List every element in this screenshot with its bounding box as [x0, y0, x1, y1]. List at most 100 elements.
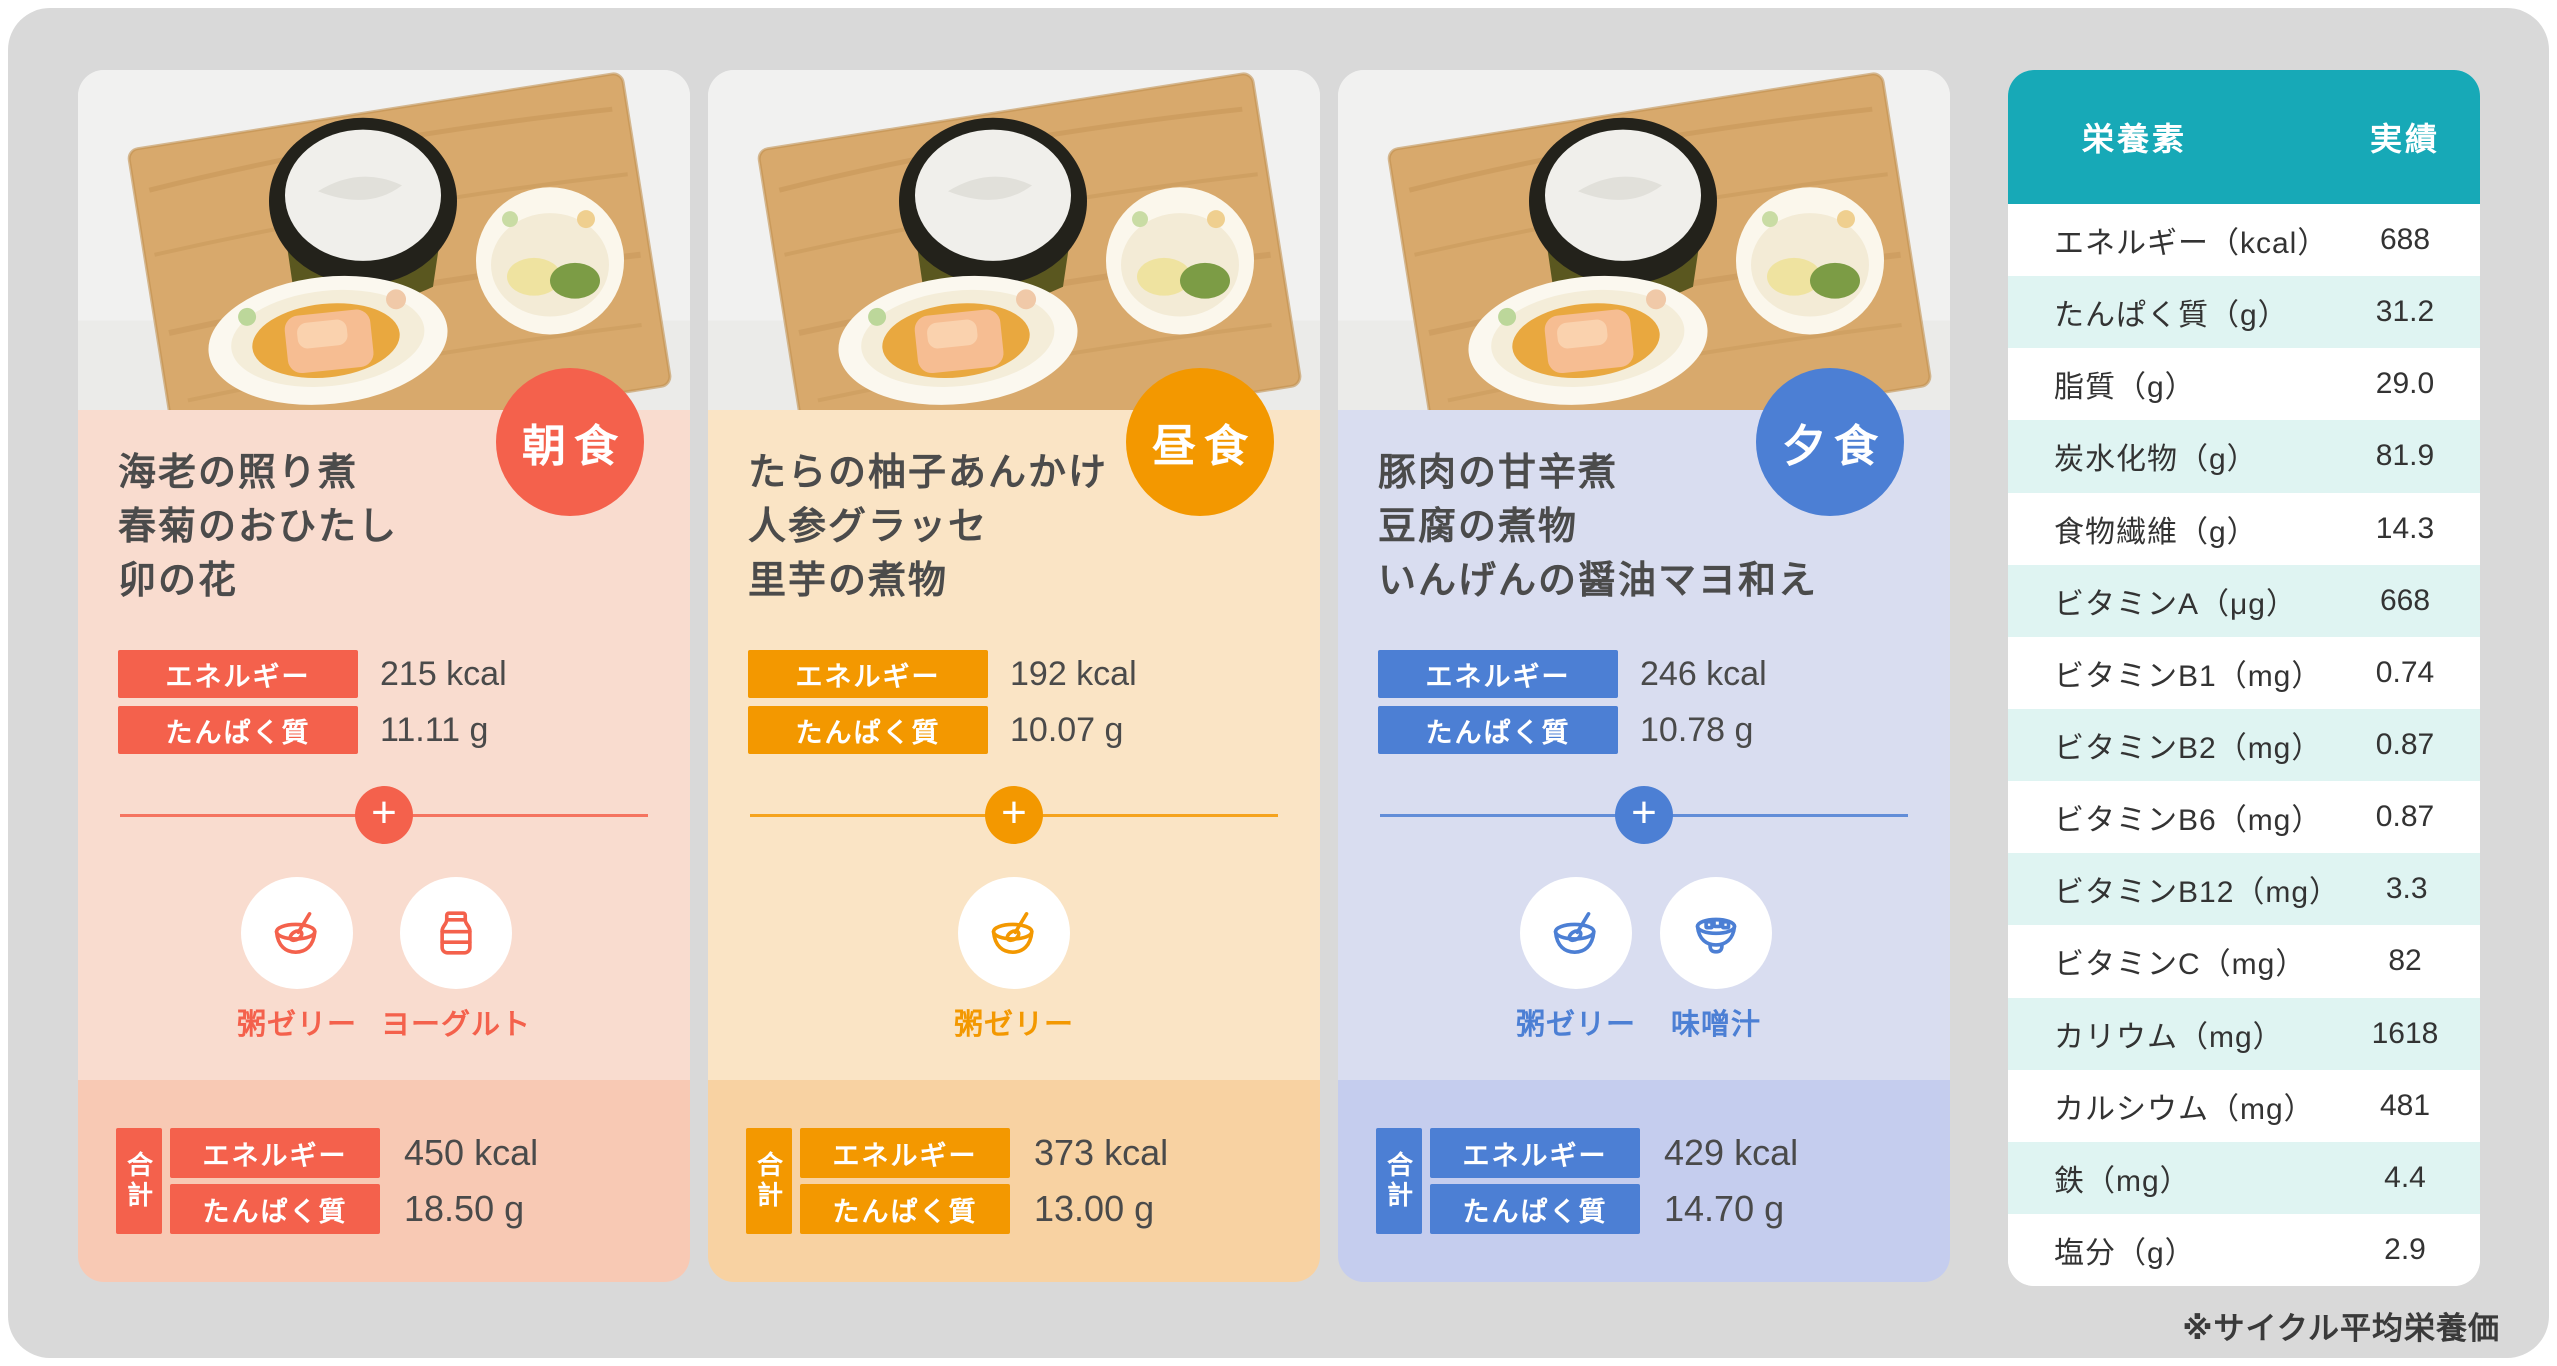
energy-label-chip: エネルギー	[118, 650, 358, 698]
total-energy-label-chip: エネルギー	[170, 1128, 380, 1178]
menu-item: 豆腐の煮物	[1378, 506, 1579, 548]
nutrient-row: ビタミンA（μg） 668	[2008, 564, 2480, 637]
addition-porridge-jelly: 粥ゼリー	[237, 877, 357, 1043]
protein-label-chip: たんぱく質	[118, 706, 358, 754]
meal-photo-illustration	[708, 70, 1320, 410]
total-protein-label-chip: たんぱく質	[1430, 1184, 1640, 1234]
nutrient-value: 82	[2388, 944, 2422, 978]
nutrient-column-header: 栄養素	[2082, 121, 2188, 157]
porridge-jelly-icon	[240, 877, 353, 989]
plus-divider: +	[1378, 786, 1910, 844]
nutrient-row: 鉄（mg） 4.4	[2008, 1141, 2480, 1214]
addition-label: 味噌汁	[1670, 1009, 1761, 1041]
nutrient-row: 食物繊維（g） 14.3	[2008, 492, 2480, 565]
protein-label-chip: たんぱく質	[748, 706, 988, 754]
nutrition-table-body: エネルギー（kcal） 688 たんぱく質（g） 31.2 脂質（g） 29.0…	[2008, 204, 2480, 1286]
plus-icon: +	[1615, 786, 1673, 844]
menu-item: 豚肉の甘辛煮	[1378, 452, 1619, 494]
total-tag: 合計	[746, 1128, 792, 1234]
energy-row: エネルギー 246 kcal	[1378, 650, 1910, 698]
menu-item: 海老の照り煮	[118, 452, 359, 494]
miso-soup-icon	[1660, 877, 1772, 989]
plus-divider: +	[748, 786, 1280, 844]
protein-label-chip: たんぱく質	[1378, 706, 1618, 754]
nutrient-label: エネルギー（kcal）	[2054, 227, 2329, 261]
nutrition-table-header: 栄養素 実績	[2008, 70, 2480, 204]
protein-value: 10.78 g	[1640, 710, 1754, 749]
porridge-jelly-icon	[1519, 877, 1632, 989]
menu-item: 春菊のおひたし	[118, 506, 399, 548]
meal-total-section: 合計 エネルギー たんぱく質 450 kcal 18.50 g	[78, 1080, 690, 1282]
addition-label: 粥ゼリー	[1515, 1009, 1636, 1041]
plus-icon: +	[355, 786, 413, 844]
nutrient-label: ビタミンC（mg）	[2054, 948, 2307, 982]
total-values: 429 kcal 14.70 g	[1664, 1128, 1798, 1234]
meal-photo-illustration	[78, 70, 690, 410]
menu-item: たらの柚子あんかけ	[748, 452, 1109, 494]
total-protein-value: 14.70 g	[1664, 1188, 1785, 1229]
nutrient-value: 0.87	[2375, 800, 2435, 834]
nutrient-label: 食物繊維（g）	[2054, 515, 2258, 549]
cycle-average-footnote: ※サイクル平均栄養価	[2182, 1311, 2500, 1346]
nutrient-row: ビタミンB1（mg） 0.74	[2008, 636, 2480, 709]
nutrient-row: ビタミンC（mg） 82	[2008, 925, 2480, 998]
protein-row: たんぱく質 10.07 g	[748, 706, 1280, 754]
nutrient-row: 塩分（g） 2.9	[2008, 1213, 2480, 1286]
nutrient-label: ビタミンB2（mg）	[2054, 732, 2323, 766]
nutrient-value: 29.0	[2375, 367, 2435, 401]
meal-photo-breakfast	[78, 70, 690, 410]
addition-miso-soup: 味噌汁	[1660, 877, 1772, 1043]
nutrient-value: 4.4	[2384, 1160, 2426, 1194]
nutrient-row: エネルギー（kcal） 688	[2008, 204, 2480, 277]
plus-divider: +	[118, 786, 650, 844]
nutrient-value: 2.9	[2384, 1233, 2426, 1267]
meal-photo-dinner	[1338, 70, 1950, 410]
total-protein-label-chip: たんぱく質	[800, 1184, 1010, 1234]
nutrient-value: 14.3	[2375, 511, 2435, 545]
protein-value: 11.11 g	[380, 710, 489, 749]
total-protein-value: 13.00 g	[1034, 1188, 1155, 1229]
nutrient-row: ビタミンB6（mg） 0.87	[2008, 781, 2480, 854]
meal-card-dinner: 夕食 豚肉の甘辛煮 豆腐の煮物 いんげんの醤油マヨ和え エネルギー 246 kc…	[1338, 70, 1950, 1282]
protein-row: たんぱく質 10.78 g	[1378, 706, 1910, 754]
meal-body: 海老の照り煮 春菊のおひたし 卯の花 エネルギー 215 kcal たんぱく質 …	[78, 410, 690, 1080]
meal-title: たらの柚子あんかけ 人参グラッセ 里芋の煮物	[748, 446, 1280, 608]
nutrient-value: 481	[2379, 1088, 2431, 1122]
total-tag: 合計	[116, 1128, 162, 1234]
addition-label: 粥ゼリー	[236, 1009, 357, 1041]
meal-title: 豚肉の甘辛煮 豆腐の煮物 いんげんの醤油マヨ和え	[1378, 446, 1910, 608]
total-energy-value: 450 kcal	[404, 1132, 539, 1173]
total-protein-label-chip: たんぱく質	[170, 1184, 380, 1234]
nutrient-label: 脂質（g）	[2054, 371, 2196, 405]
total-chips: エネルギー たんぱく質	[800, 1128, 1010, 1234]
meal-badge-lunch: 昼食	[1126, 368, 1274, 516]
total-tag: 合計	[1376, 1128, 1422, 1234]
menu-item: 里芋の煮物	[748, 560, 949, 602]
nutrient-label: カルシウム（mg）	[2054, 1092, 2315, 1126]
nutrient-value: 668	[2379, 583, 2431, 617]
meal-card-breakfast: 朝食 海老の照り煮 春菊のおひたし 卯の花 エネルギー 215 kcal たんぱ…	[78, 70, 690, 1282]
porridge-jelly-icon	[957, 877, 1070, 989]
menu-item: 卯の花	[118, 560, 239, 602]
nutrient-row: ビタミンB12（mg） 3.3	[2008, 853, 2480, 926]
energy-label-chip: エネルギー	[1378, 650, 1618, 698]
total-energy-value: 373 kcal	[1034, 1132, 1169, 1173]
addition-porridge-jelly: 粥ゼリー	[1516, 877, 1636, 1043]
additions: 粥ゼリー	[748, 877, 1280, 1043]
actual-column-header: 実績	[2369, 121, 2440, 157]
total-chips: エネルギー たんぱく質	[170, 1128, 380, 1234]
nutrient-label: ビタミンB6（mg）	[2054, 804, 2323, 838]
energy-value: 215 kcal	[380, 654, 507, 693]
nutrition-table: 栄養素 実績 エネルギー（kcal） 688 たんぱく質（g） 31.2 脂質（…	[2008, 70, 2480, 1286]
menu-item: いんげんの醤油マヨ和え	[1378, 560, 1819, 602]
nutrient-value: 3.3	[2385, 872, 2428, 906]
nutrient-value: 0.74	[2375, 655, 2435, 689]
nutrient-row: カリウム（mg） 1618	[2008, 997, 2480, 1070]
plus-icon: +	[985, 786, 1043, 844]
nutrient-value: 1618	[2371, 1016, 2439, 1050]
nutrient-value: 688	[2379, 223, 2431, 257]
nutrient-value: 0.87	[2375, 728, 2435, 762]
meal-body: たらの柚子あんかけ 人参グラッセ 里芋の煮物 エネルギー 192 kcal たん…	[708, 410, 1320, 1080]
yogurt-icon	[400, 877, 512, 989]
meal-title: 海老の照り煮 春菊のおひたし 卯の花	[118, 446, 650, 608]
